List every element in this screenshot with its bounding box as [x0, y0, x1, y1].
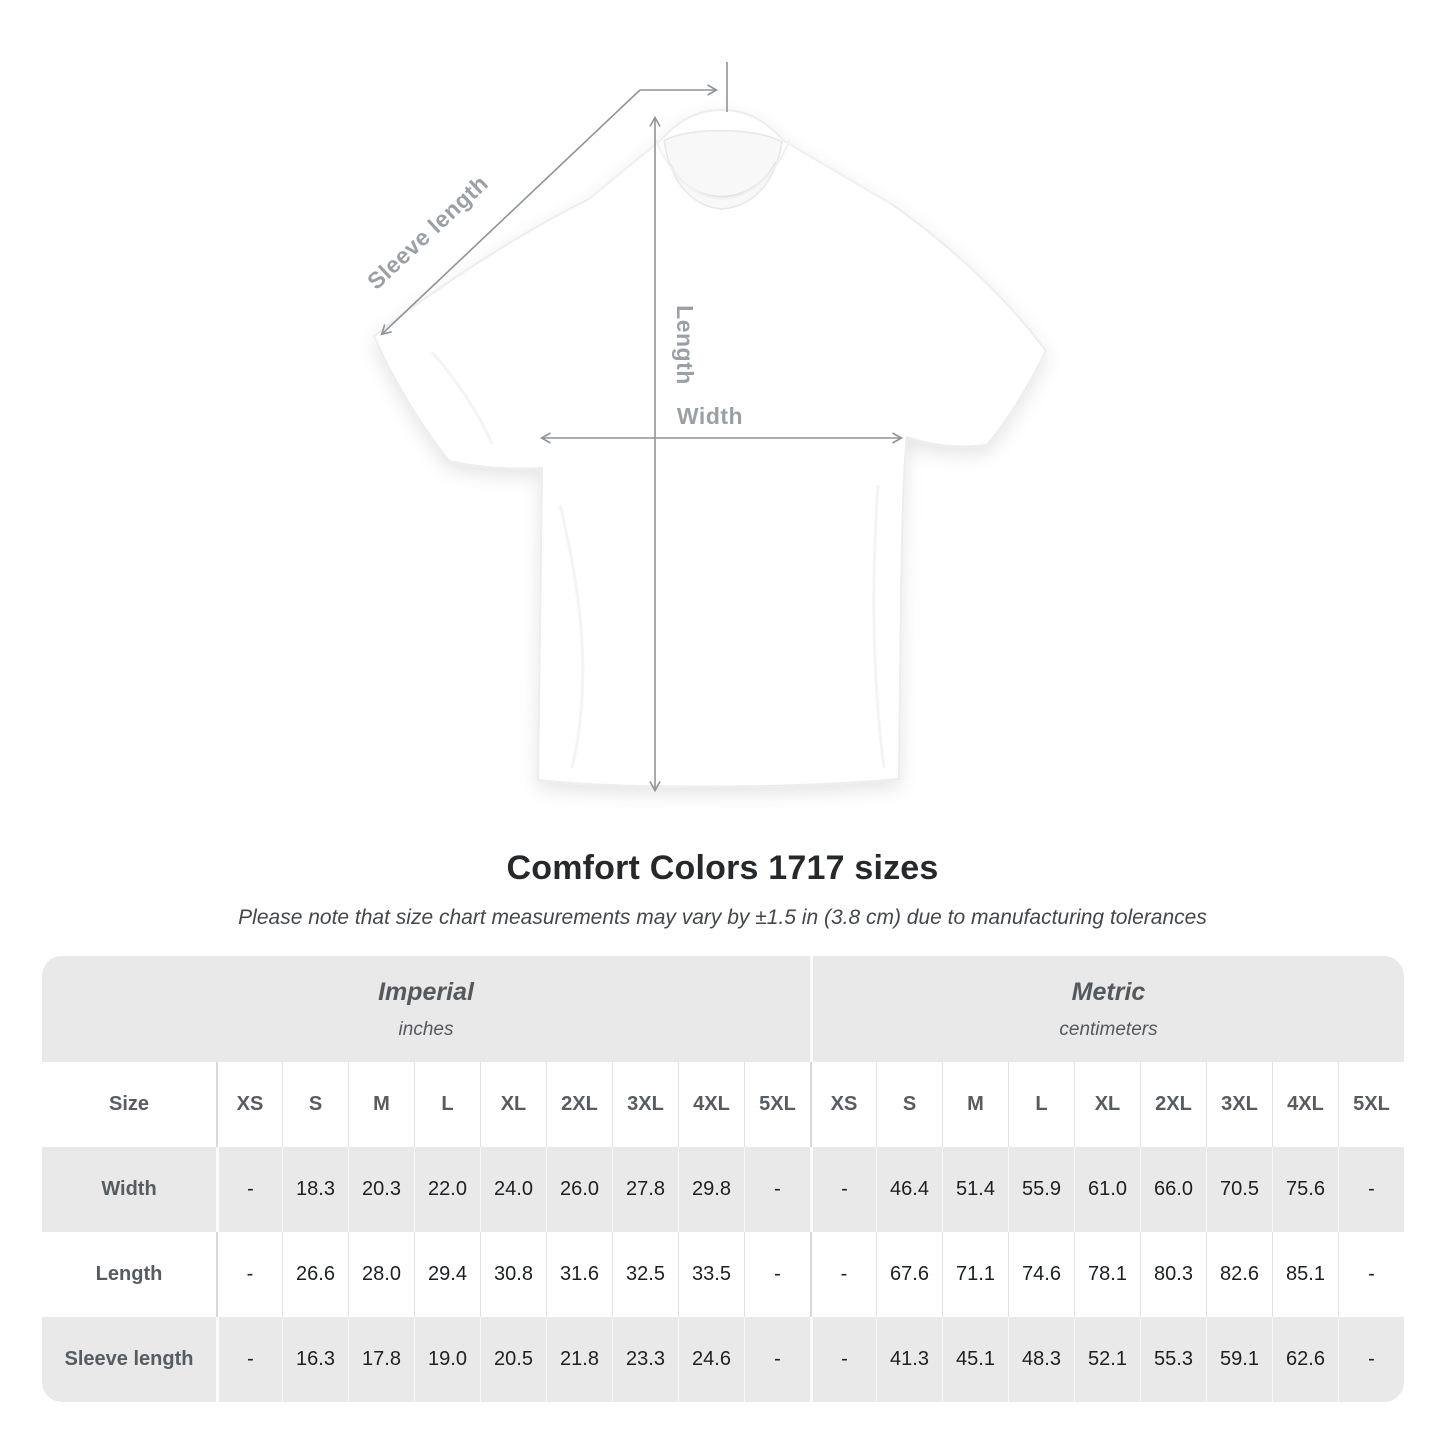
table-cell: 33.5 [678, 1232, 744, 1317]
row-label: Width [42, 1147, 216, 1232]
column-header: S [876, 1062, 942, 1147]
table-cell: 51.4 [942, 1147, 1008, 1232]
table-cell: 71.1 [942, 1232, 1008, 1317]
table-cell: - [1338, 1232, 1404, 1317]
metric-group-header: Metric centimeters [810, 956, 1404, 1062]
table-cell: 82.6 [1206, 1232, 1272, 1317]
row-label: Length [42, 1232, 216, 1317]
group-unit: centimeters [1059, 1018, 1158, 1040]
table-cell: 66.0 [1140, 1147, 1206, 1232]
table-cell: 75.6 [1272, 1147, 1338, 1232]
column-header: L [1008, 1062, 1074, 1147]
column-header: 5XL [1338, 1062, 1404, 1147]
table-cell: 26.6 [282, 1232, 348, 1317]
table-cell: 24.6 [678, 1317, 744, 1402]
length-label: Length [672, 305, 698, 385]
table-cell: 22.0 [414, 1147, 480, 1232]
table-cell: - [744, 1317, 810, 1402]
column-header: 3XL [1206, 1062, 1272, 1147]
group-name: Imperial [378, 977, 474, 1006]
tshirt-body [372, 108, 1048, 788]
table-cell: 21.8 [546, 1317, 612, 1402]
tolerance-note: Please note that size chart measurements… [238, 906, 1207, 929]
table-cell: 61.0 [1074, 1147, 1140, 1232]
table-cell: 55.3 [1140, 1317, 1206, 1402]
table-cell: - [216, 1147, 282, 1232]
imperial-group-header: Imperial inches [42, 956, 810, 1062]
table-cell: 18.3 [282, 1147, 348, 1232]
table-cell: - [744, 1147, 810, 1232]
measurement-lines [380, 62, 904, 793]
column-header: 2XL [546, 1062, 612, 1147]
table-cell: - [810, 1147, 876, 1232]
column-header: XL [1074, 1062, 1140, 1147]
table-cell: - [1338, 1317, 1404, 1402]
table-cell: 55.9 [1008, 1147, 1074, 1232]
table-cell: - [1338, 1147, 1404, 1232]
column-header: 5XL [744, 1062, 810, 1147]
page-title: Comfort Colors 1717 sizes [506, 849, 939, 887]
row-label: Sleeve length [42, 1317, 216, 1402]
table-cell: 59.1 [1206, 1317, 1272, 1402]
table-cell: 28.0 [348, 1232, 414, 1317]
table-cell: 29.8 [678, 1147, 744, 1232]
tshirt-graphic [372, 108, 1048, 788]
tshirt-measurement-diagram: Sleeve length Length Width [362, 62, 1048, 793]
table-cell: - [216, 1232, 282, 1317]
table-cell: 67.6 [876, 1232, 942, 1317]
column-header: M [348, 1062, 414, 1147]
table-cell: 17.8 [348, 1317, 414, 1402]
table-cell: 46.4 [876, 1147, 942, 1232]
table-cell: 29.4 [414, 1232, 480, 1317]
table-cell: 20.3 [348, 1147, 414, 1232]
table-cell: 31.6 [546, 1232, 612, 1317]
table-cell: 30.8 [480, 1232, 546, 1317]
table-cell: - [216, 1317, 282, 1402]
table-cell: 24.0 [480, 1147, 546, 1232]
column-header: 4XL [1272, 1062, 1338, 1147]
table-cell: 45.1 [942, 1317, 1008, 1402]
column-header: S [282, 1062, 348, 1147]
table-cell: 41.3 [876, 1317, 942, 1402]
collar-band [655, 139, 791, 200]
table-cell: 80.3 [1140, 1232, 1206, 1317]
column-header: XL [480, 1062, 546, 1147]
sleeve-length-diagonal-arrow [380, 89, 641, 336]
column-header: L [414, 1062, 480, 1147]
table-cell: 23.3 [612, 1317, 678, 1402]
table-cell: 32.5 [612, 1232, 678, 1317]
table-cell: 48.3 [1008, 1317, 1074, 1402]
column-header: M [942, 1062, 1008, 1147]
table-cell: 52.1 [1074, 1317, 1140, 1402]
table-cell: 19.0 [414, 1317, 480, 1402]
table-cell: 74.6 [1008, 1232, 1074, 1317]
group-unit: inches [398, 1018, 454, 1040]
table-cell: 20.5 [480, 1317, 546, 1402]
table-cell: 85.1 [1272, 1232, 1338, 1317]
column-header: 3XL [612, 1062, 678, 1147]
group-name: Metric [1071, 977, 1146, 1006]
column-header: XS [216, 1062, 282, 1147]
table-cell: 70.5 [1206, 1147, 1272, 1232]
table-cell: 27.8 [612, 1147, 678, 1232]
column-header: XS [810, 1062, 876, 1147]
table-cell: 26.0 [546, 1147, 612, 1232]
column-header: 2XL [1140, 1062, 1206, 1147]
table-cell: 62.6 [1272, 1317, 1338, 1402]
table-cell: - [744, 1232, 810, 1317]
table-cell: 16.3 [282, 1317, 348, 1402]
corner-header: Size [42, 1062, 216, 1147]
column-header: 4XL [678, 1062, 744, 1147]
size-chart-table: Imperial inches Metric centimeters Size … [42, 956, 1404, 1402]
table-cell: - [810, 1317, 876, 1402]
table-cell: 78.1 [1074, 1232, 1140, 1317]
fabric-folds [430, 351, 886, 769]
width-label: Width [677, 403, 743, 429]
table-cell: - [810, 1232, 876, 1317]
